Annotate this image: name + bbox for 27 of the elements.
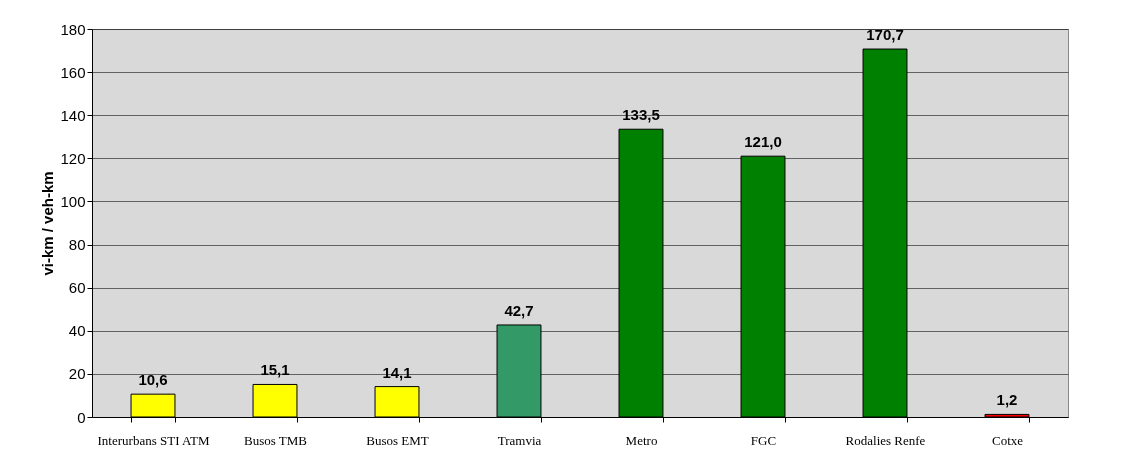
x-tick-label: FGC	[750, 432, 777, 448]
x-tick-label: Cotxe	[991, 432, 1024, 448]
data-label: 121,0	[744, 133, 782, 151]
x-tick-label: Rodalies Renfe	[845, 432, 926, 448]
y-tick-label: 180	[60, 20, 86, 38]
y-axis-title: vi-km / veh-km	[39, 171, 57, 276]
data-label: 133,5	[622, 106, 660, 124]
x-tick-label: Busos TMB	[244, 432, 308, 448]
data-label: 10,6	[138, 371, 168, 389]
y-tick-label: 140	[60, 106, 86, 124]
y-tick-label: 40	[68, 322, 86, 340]
data-label: 170,7	[866, 26, 904, 44]
y-tick-label: 0	[77, 408, 86, 426]
x-tick-label: Interurbans STI ATM	[97, 432, 210, 448]
data-label: 42,7	[504, 301, 534, 319]
x-tick-label: Metro	[625, 432, 658, 448]
x-tick-label: Busos EMT	[366, 432, 429, 448]
data-label: 14,1	[382, 363, 412, 381]
y-tick-label: 120	[60, 149, 86, 167]
data-label: 15,1	[260, 361, 290, 379]
data-label: 1,2	[996, 391, 1018, 409]
y-tick-label: 160	[60, 63, 86, 81]
y-tick-label: 60	[68, 279, 86, 297]
y-tick-label: 80	[68, 236, 86, 254]
y-tick-label: 100	[60, 192, 86, 210]
y-tick-label: 20	[68, 365, 86, 383]
x-tick-label: Tramvia	[497, 432, 542, 448]
